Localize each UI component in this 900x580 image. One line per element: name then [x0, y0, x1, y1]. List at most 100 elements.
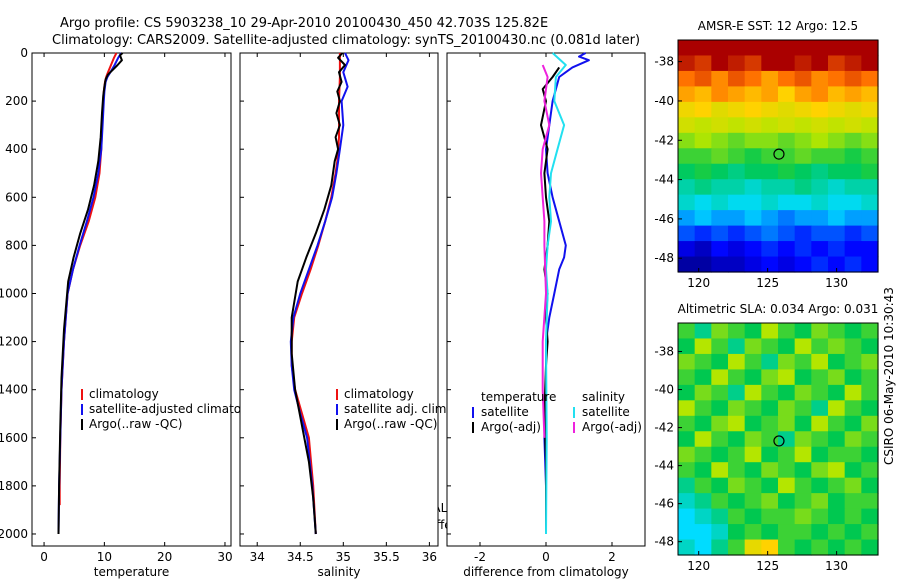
salinity-profile-panel: 34 34.5 35 35.5 36 salinity climatologysatelli…: [239, 52, 450, 579]
sst-map-cell: [844, 55, 862, 72]
sla-map-cell: [728, 462, 746, 479]
temperature-profile-ytick-label: 600: [5, 190, 28, 204]
sla-map-cell: [861, 446, 879, 463]
salinity-profile-xtick-label: 34.5: [287, 550, 314, 564]
sst-map-cell: [678, 86, 696, 103]
sla-map-cell: [794, 384, 812, 401]
temperature-profile-legend-label: Argo(..raw -QC): [89, 417, 182, 431]
sst-map-cell: [694, 179, 712, 196]
sla-map-cell: [678, 462, 696, 479]
sst-map-cell: [711, 40, 729, 57]
sla-map-cell: [794, 338, 812, 355]
sla-map-cell: [744, 524, 762, 541]
sla-map-cell: [811, 508, 829, 525]
difference-profile-series-salinity-argo-adj-: [540, 64, 551, 438]
sst-map-cell: [828, 163, 846, 180]
difference-profile-legend-label: satellite: [582, 405, 630, 419]
temperature-profile-legend-label: climatology: [89, 387, 159, 401]
sst-map-cell: [761, 256, 779, 273]
sla-map-cell: [844, 446, 862, 463]
sst-map-cell: [678, 55, 696, 72]
sla-map-cell: [694, 415, 712, 432]
sst-map-cell: [728, 194, 746, 211]
sla-map-ytick-label: -42: [654, 421, 674, 435]
sst-map-cell: [844, 132, 862, 149]
sla-map-cell: [778, 431, 796, 448]
sla-map-cell: [761, 493, 779, 510]
sla-map-cell: [711, 477, 729, 494]
sla-map-cell: [778, 493, 796, 510]
sla-map-cell: [778, 524, 796, 541]
sst-map-cell: [794, 163, 812, 180]
sst-map-cell: [861, 256, 879, 273]
sla-map-argo-float-marker: [773, 435, 785, 447]
sla-map-cell: [728, 353, 746, 370]
sla-map-cell: [844, 493, 862, 510]
sst-map-cell: [811, 86, 829, 103]
sst-map-cell: [828, 86, 846, 103]
sla-map-cell: [694, 508, 712, 525]
sst-map-cell: [711, 256, 729, 273]
sst-map-ytick-label: -46: [654, 212, 674, 226]
sla-map-cell: [844, 338, 862, 355]
sst-map-cell: [794, 117, 812, 134]
sst-map-frame: [677, 39, 879, 273]
sla-map-cell: [694, 462, 712, 479]
salinity-profile-xtick-label: 36: [422, 550, 437, 564]
sla-map-cell: [811, 524, 829, 541]
sla-map-cell: [728, 477, 746, 494]
sst-map-cell: [744, 194, 762, 211]
sla-map-cell: [794, 508, 812, 525]
sst-map-cell: [844, 179, 862, 196]
sla-map-cell: [811, 400, 829, 417]
sla-map-cell: [844, 369, 862, 386]
sla-map-cell: [678, 384, 696, 401]
sla-map-cell: [744, 446, 762, 463]
sst-map-cell: [744, 163, 762, 180]
sla-map-cell: [678, 400, 696, 417]
sst-map-cell: [811, 117, 829, 134]
sla-map-cell: [728, 384, 746, 401]
sst-map-cell: [694, 163, 712, 180]
salinity-profile-legend-label: Argo(..raw -QC): [344, 417, 437, 431]
sst-map-cell: [744, 117, 762, 134]
difference-profile-xtick-label: -2: [474, 550, 486, 564]
sla-map-cell: [744, 415, 762, 432]
temperature-profile-legend-label: satellite-adjusted climatology: [89, 402, 267, 416]
sst-map-cell: [728, 210, 746, 227]
sst-map-cell: [678, 40, 696, 57]
sla-map-cell: [678, 415, 696, 432]
sla-map-cell: [778, 400, 796, 417]
sst-map-cell: [861, 40, 879, 57]
sst-map-cell: [778, 179, 796, 196]
sst-map-cell: [828, 241, 846, 258]
sla-map-ytick-label: -46: [654, 497, 674, 511]
sla-map-cell: [744, 384, 762, 401]
sst-map-cell: [744, 132, 762, 149]
sst-map-cell: [694, 117, 712, 134]
sst-map-cell: [678, 225, 696, 242]
sst-map-cell: [778, 86, 796, 103]
sla-map-cell: [828, 539, 846, 556]
sla-map-cell: [694, 493, 712, 510]
sla-map-cell: [778, 369, 796, 386]
temperature-profile-xtick-label: 20: [157, 550, 172, 564]
sla-map-cell: [861, 462, 879, 479]
sst-map-cell: [728, 40, 746, 57]
sla-map-cell: [744, 539, 762, 556]
sst-map-cell: [678, 117, 696, 134]
sla-map-cell: [711, 462, 729, 479]
temperature-profile-ytick-label: 800: [5, 238, 28, 252]
temperature-profile-panel: 0 10 20 30 0 200 400 600 800 1000 1200 1400 1600 1800…: [0, 46, 267, 579]
sla-map-cell: [811, 539, 829, 556]
sla-map-cell: [761, 477, 779, 494]
sla-map-cell: [811, 493, 829, 510]
sla-map-cell: [828, 477, 846, 494]
sst-map-cell: [811, 256, 829, 273]
sst-map-cell: [844, 241, 862, 258]
sla-map-cell: [711, 446, 729, 463]
sla-map-xtick-label: 130: [825, 559, 848, 573]
sst-map-cell: [778, 40, 796, 57]
sst-map-cell: [694, 55, 712, 72]
sla-map-cell: [778, 415, 796, 432]
